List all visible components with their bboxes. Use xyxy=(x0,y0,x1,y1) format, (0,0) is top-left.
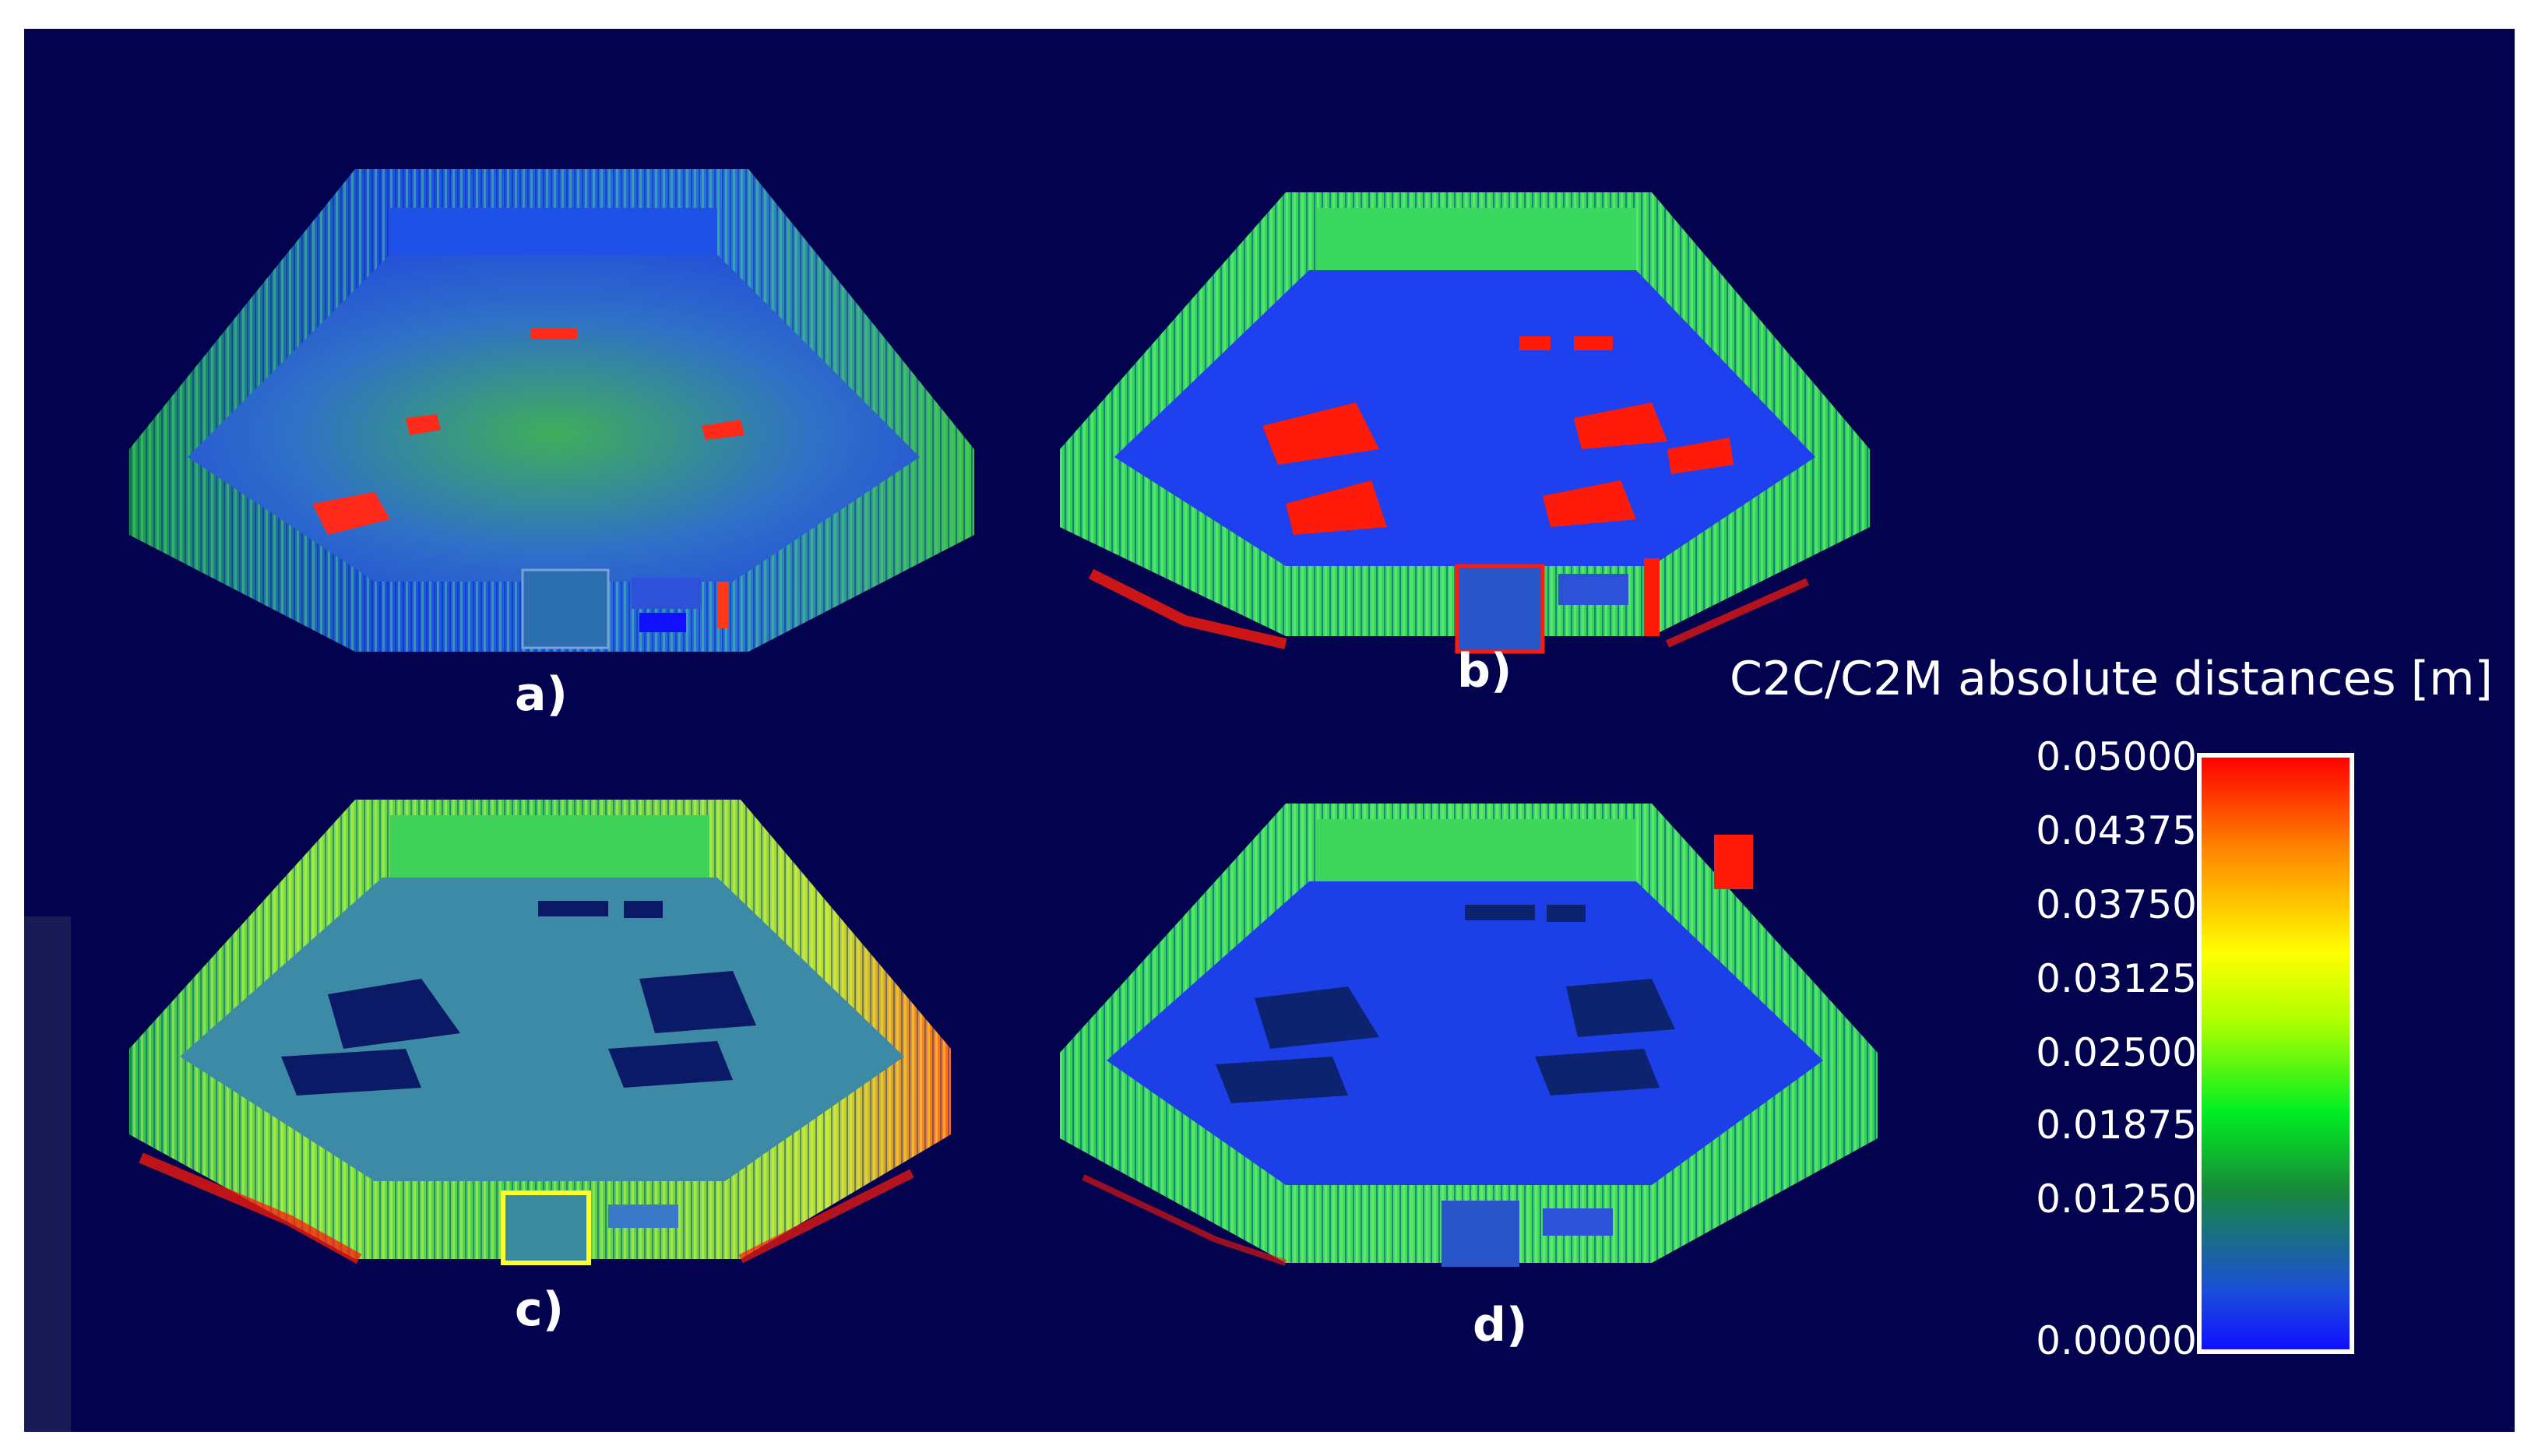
colorbar xyxy=(2197,753,2354,1354)
panel-label-d: d) xyxy=(1473,1298,1528,1352)
panel-label-a: a) xyxy=(515,667,568,722)
colorbar-ticks: 0.05000 0.04375 0.03750 0.03125 0.02500 … xyxy=(1905,734,2197,1363)
tick-label: 0.02500 xyxy=(2036,1030,2197,1075)
tick-label: 0.05000 xyxy=(2036,734,2197,779)
tick-label: 0.03125 xyxy=(2036,956,2197,1001)
tick-label: 0.04375 xyxy=(2036,808,2197,853)
panel-label-b: b) xyxy=(1457,644,1512,698)
tick-label: 0.00000 xyxy=(2036,1318,2197,1363)
scan-panel-a xyxy=(129,169,974,652)
tick-label: 0.01250 xyxy=(2036,1176,2197,1222)
panel-label-c: c) xyxy=(515,1282,564,1337)
left-edge-strip xyxy=(24,916,71,1432)
tick-label: 0.03750 xyxy=(2036,882,2197,927)
scan-panel-b xyxy=(1060,192,1870,654)
colorbar-title: C2C/C2M absolute distances [m] xyxy=(1730,652,2493,706)
figure: a) b) c) d) C2C/C2M absolute distances [… xyxy=(24,29,2515,1432)
scan-panel-c xyxy=(129,800,951,1265)
tick-label: 0.01875 xyxy=(2036,1103,2197,1148)
scan-panel-d xyxy=(1060,804,1878,1267)
